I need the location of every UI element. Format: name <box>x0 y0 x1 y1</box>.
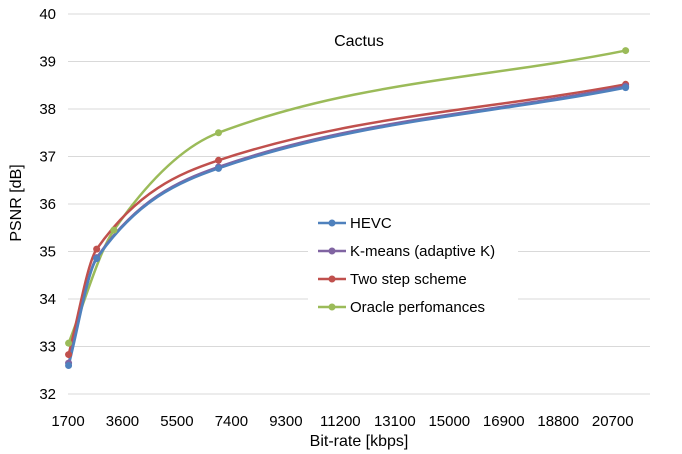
y-tick-label: 32 <box>39 386 56 403</box>
data-point <box>110 226 118 234</box>
data-point <box>65 339 73 347</box>
x-tick-label: 15000 <box>428 413 470 430</box>
data-point <box>215 129 223 137</box>
legend-label: Two step scheme <box>350 271 467 288</box>
x-tick-label: 11200 <box>320 413 361 430</box>
y-tick-label: 40 <box>39 6 56 23</box>
data-point <box>622 84 630 92</box>
x-tick-label: 18800 <box>537 413 579 430</box>
y-tick-label: 35 <box>39 244 56 261</box>
legend-item: Two step scheme <box>318 271 467 288</box>
legend-background <box>308 205 518 323</box>
legend-item: HEVC <box>318 215 392 232</box>
data-point <box>93 245 101 253</box>
chart-title: Cactus <box>334 33 384 50</box>
x-tick-label: 1700 <box>51 413 84 430</box>
series-points <box>65 47 630 369</box>
data-point <box>215 156 223 164</box>
x-tick-label: 9300 <box>269 413 302 430</box>
series-line <box>67 83 627 356</box>
legend-swatch-marker <box>328 303 336 311</box>
x-tick-labels: 1700 3600 5500 7400 9300 11200 13100 15000 16900… <box>51 413 633 430</box>
y-tick-label: 38 <box>39 101 56 118</box>
data-point <box>65 351 73 359</box>
legend-swatch-marker <box>328 219 336 227</box>
legend-swatch-marker <box>328 275 336 283</box>
legend-label: Oracle perfomances <box>350 299 485 316</box>
y-tick-label: 37 <box>39 149 56 166</box>
x-tick-label: 3600 <box>106 413 139 430</box>
series-line <box>67 49 627 345</box>
x-tick-label: 7400 <box>215 413 248 430</box>
x-tick-label: 13100 <box>374 413 416 430</box>
legend: HEVC K-means (adaptive K) Two step scheme O… <box>308 205 518 323</box>
data-point <box>65 362 73 369</box>
y-tick-labels: 32 33 34 35 36 37 38 39 40 <box>39 6 56 403</box>
data-point <box>622 47 630 55</box>
series-lines <box>67 49 627 367</box>
legend-label: HEVC <box>350 215 392 232</box>
y-tick-label: 39 <box>39 54 56 71</box>
y-tick-label: 33 <box>39 339 56 356</box>
y-axis-title: PSNR [dB] <box>8 164 25 241</box>
x-axis-title: Bit-rate [kbps] <box>310 433 409 450</box>
x-tick-label: 5500 <box>160 413 193 430</box>
y-tick-label: 34 <box>39 291 56 308</box>
legend-items: HEVC K-means (adaptive K) Two step scheme O… <box>318 215 495 316</box>
data-point <box>215 164 223 172</box>
data-point <box>93 255 101 263</box>
x-tick-label: 16900 <box>483 413 525 430</box>
x-tick-label: 20700 <box>592 413 634 430</box>
legend-label: K-means (adaptive K) <box>350 243 495 260</box>
legend-item: K-means (adaptive K) <box>318 243 495 260</box>
y-tick-label: 36 <box>39 196 56 213</box>
legend-swatch-marker <box>328 247 336 255</box>
series-line <box>67 86 627 367</box>
grid-lines <box>68 13 650 395</box>
legend-item: Oracle perfomances <box>318 299 485 316</box>
